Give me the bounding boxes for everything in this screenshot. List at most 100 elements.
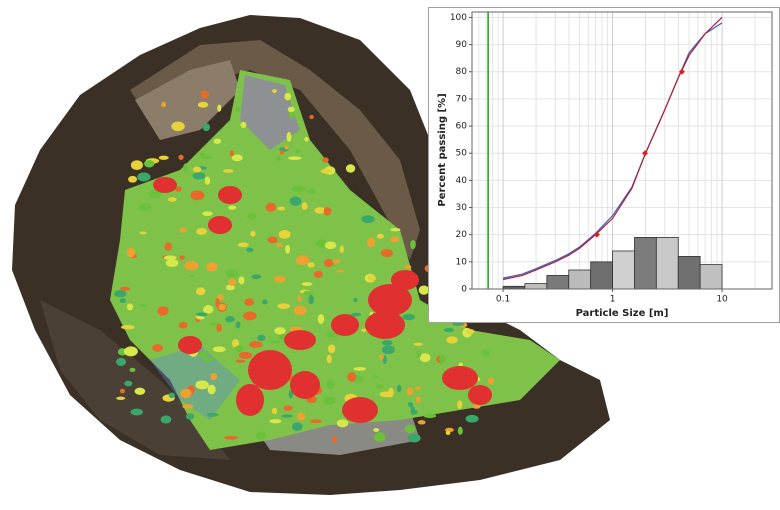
y-tick-label: 80	[456, 67, 468, 77]
rock	[347, 372, 357, 382]
rock	[323, 259, 334, 268]
histogram-bar	[612, 250, 635, 290]
rock	[381, 340, 393, 346]
rock	[178, 154, 184, 160]
rock	[271, 407, 278, 415]
large-rock	[218, 186, 242, 204]
rock	[307, 262, 315, 268]
rock	[165, 259, 179, 268]
rock	[203, 155, 213, 159]
rock	[274, 327, 286, 335]
rock	[212, 346, 226, 353]
rock	[235, 321, 241, 329]
rock	[248, 341, 263, 348]
rock	[283, 405, 293, 411]
rock	[202, 211, 213, 217]
y-tick-label: 20	[456, 230, 468, 240]
rock	[367, 237, 376, 248]
rock	[163, 255, 177, 261]
rock	[210, 373, 218, 381]
rock	[411, 409, 418, 415]
rock	[120, 286, 131, 291]
rock	[267, 236, 278, 244]
rock	[235, 359, 246, 363]
rock	[198, 351, 209, 358]
rock	[216, 294, 225, 300]
histogram-bar	[546, 275, 570, 290]
rock	[309, 114, 314, 120]
rock	[196, 316, 205, 320]
rock	[285, 244, 291, 254]
rock	[250, 230, 256, 237]
rock	[289, 196, 302, 206]
rock	[317, 314, 325, 324]
curve	[502, 16, 723, 281]
curve	[502, 22, 723, 279]
rock	[225, 269, 238, 278]
rock	[217, 104, 222, 112]
rock	[130, 408, 143, 416]
rock	[308, 294, 314, 305]
histogram-bar	[677, 256, 701, 290]
rock	[407, 402, 414, 408]
rock	[225, 316, 235, 323]
rock-field	[110, 70, 560, 450]
rock	[240, 121, 247, 128]
x-tick-label: 1	[610, 295, 616, 305]
x-tick-label: 0.1	[496, 295, 510, 305]
rock	[139, 304, 147, 308]
histogram-bar	[655, 237, 679, 290]
histogram-bar	[568, 269, 592, 290]
large-rock	[391, 270, 419, 290]
rock	[419, 353, 431, 363]
rock	[443, 327, 455, 333]
large-rock	[368, 284, 412, 316]
rock-field-purple	[240, 75, 300, 150]
rock	[286, 131, 292, 142]
rock	[423, 413, 437, 419]
rock	[251, 274, 262, 280]
rock	[160, 415, 172, 424]
rock	[402, 313, 415, 321]
large-rock	[248, 350, 292, 390]
rock	[314, 207, 326, 214]
rock	[336, 269, 344, 273]
terrain-cliff	[135, 60, 240, 140]
rock	[457, 400, 463, 410]
rock	[242, 311, 257, 321]
rock	[202, 305, 214, 314]
rock	[287, 156, 302, 161]
rock	[389, 236, 400, 243]
rock	[414, 386, 421, 391]
rock	[274, 275, 286, 283]
rock	[202, 123, 211, 132]
rock	[322, 157, 329, 163]
rock	[309, 419, 322, 424]
large-rock	[236, 384, 264, 416]
rock	[326, 379, 335, 390]
rock	[407, 433, 421, 443]
rock	[119, 298, 127, 304]
rock	[171, 121, 185, 132]
rock	[279, 150, 284, 155]
rock	[116, 357, 127, 366]
y-tick-label: 70	[456, 94, 468, 104]
large-rock	[208, 216, 232, 234]
rock	[327, 344, 336, 354]
rock	[209, 322, 218, 326]
rock	[320, 168, 332, 174]
rock	[196, 228, 208, 235]
rock	[138, 202, 152, 211]
rock	[182, 404, 194, 409]
rock	[164, 242, 173, 251]
large-rock	[284, 330, 316, 350]
rock	[351, 312, 362, 317]
rock	[313, 270, 323, 278]
rock	[390, 227, 401, 232]
rock	[123, 346, 138, 357]
rock	[144, 160, 155, 168]
rock	[284, 92, 292, 101]
rock	[323, 396, 336, 406]
rock	[178, 321, 188, 329]
marker	[593, 231, 600, 238]
